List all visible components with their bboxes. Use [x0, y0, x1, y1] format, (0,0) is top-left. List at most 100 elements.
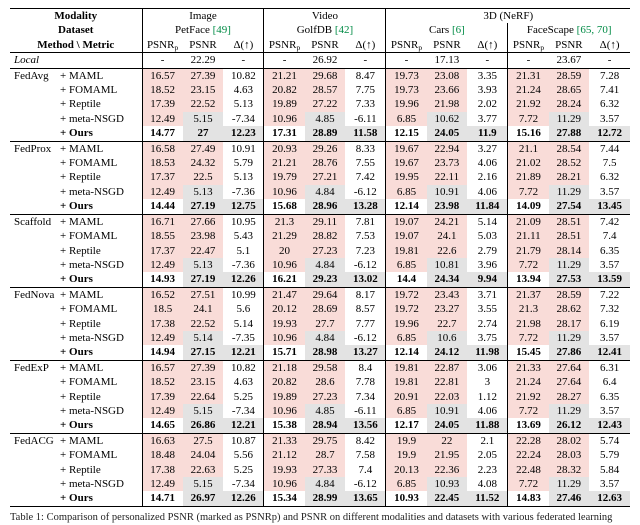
- method-cell: + Reptile: [56, 243, 143, 258]
- value-cell: 18.52: [142, 375, 183, 390]
- results-table: Modality Image Video 3D (NeRF) Dataset PetFac…: [10, 8, 630, 507]
- value-cell: 21.79: [507, 243, 549, 258]
- value-cell: 3.96: [467, 257, 509, 273]
- value-cell: 5.14: [467, 214, 509, 230]
- metric-psnr: PSNR: [548, 37, 590, 54]
- value-cell: 10.81: [426, 257, 468, 273]
- value-cell: 22.81: [426, 375, 468, 390]
- value-cell: 29.64: [304, 287, 346, 303]
- value-cell: 12.41: [589, 345, 630, 361]
- psnr-p-subscript: p: [296, 42, 301, 52]
- value-cell: 19.95: [385, 170, 427, 185]
- value-cell: 12.26: [223, 491, 265, 507]
- value-cell: 11.52: [467, 491, 509, 507]
- value-cell: 4.84: [304, 257, 346, 273]
- value-cell: 11.88: [467, 418, 509, 434]
- data-row: + Ours 14.94 27.15 12.21 15.71 28.98 13.27 12.1…: [10, 345, 630, 361]
- citation-link[interactable]: [6]: [451, 24, 465, 37]
- value-cell: 4.85: [304, 111, 346, 127]
- value-cell: 8.42: [345, 433, 387, 449]
- method-cell: + MAML: [56, 433, 143, 449]
- value-cell: 27.22: [304, 97, 346, 112]
- value-cell: 12.21: [223, 345, 265, 361]
- group-name-cell: [10, 491, 56, 506]
- value-cell: 4.85: [304, 403, 346, 419]
- value-cell: 22.87: [426, 360, 468, 376]
- modality-row: Modality Image Video 3D (NeRF): [10, 8, 630, 24]
- value-cell: 22.52: [182, 97, 224, 112]
- value-cell: 19.9: [385, 448, 427, 463]
- value-cell: 21.95: [426, 448, 468, 463]
- value-cell: -7.36: [223, 184, 265, 200]
- value-cell: 16.52: [142, 287, 183, 303]
- metric-psnr-p: PSNRp: [385, 37, 427, 54]
- group-name-cell: [10, 126, 56, 142]
- value-cell: 4.84: [304, 477, 346, 492]
- value-cell: 21.18: [263, 360, 305, 376]
- data-row: + meta-NSGD 12.49 5.15 -7.34 10.96 4.84 -6.12 6…: [10, 477, 630, 492]
- value-cell: 21.12: [263, 448, 305, 463]
- value-cell: -7.34: [223, 403, 265, 419]
- value-cell: 12.15: [385, 126, 427, 142]
- value-cell: 13.59: [589, 272, 630, 288]
- value-cell: 10.96: [263, 184, 305, 200]
- value-cell: 10.91: [426, 184, 468, 200]
- value-cell: 7.72: [507, 330, 549, 346]
- value-cell: -: [589, 52, 630, 69]
- value-cell: 3.55: [467, 302, 509, 317]
- value-cell: 10.96: [263, 111, 305, 127]
- value-cell: 13.65: [345, 491, 387, 507]
- group-name-cell: [10, 199, 56, 215]
- value-cell: 27.33: [304, 462, 346, 477]
- method-cell: + Ours: [56, 418, 143, 434]
- value-cell: 18.52: [142, 83, 183, 98]
- value-cell: 16.57: [142, 68, 183, 84]
- group-name-cell: FedNova: [14, 288, 55, 301]
- value-cell: 11.9: [467, 126, 509, 142]
- value-cell: 15.38: [263, 418, 305, 434]
- value-cell: 5.13: [182, 257, 224, 273]
- value-cell: -: [142, 52, 183, 69]
- value-cell: 11.29: [548, 330, 590, 346]
- value-cell: 21.24: [507, 375, 549, 390]
- value-cell: 21.31: [507, 68, 549, 84]
- value-cell: 6.35: [599, 390, 620, 403]
- method-cell: + FOMAML: [56, 448, 143, 463]
- value-cell: 8.17: [345, 287, 387, 303]
- value-cell: 20.13: [385, 462, 427, 477]
- value-cell: 2.05: [467, 448, 509, 463]
- citation-link[interactable]: [65, 70]: [576, 24, 612, 37]
- value-cell: 22.94: [426, 141, 468, 157]
- method-cell: + meta-NSGD: [56, 184, 143, 200]
- value-cell: 28.59: [548, 68, 590, 84]
- value-cell: 8.57: [345, 302, 387, 317]
- value-cell: 12.63: [589, 491, 630, 507]
- dataset-name: PetFace: [175, 24, 213, 37]
- modality-header: Video: [263, 8, 387, 24]
- citation-link[interactable]: [49]: [212, 24, 231, 37]
- value-cell: 21.92: [507, 97, 549, 112]
- value-cell: 7.77: [345, 316, 387, 331]
- data-row: + meta-NSGD 12.49 5.13 -7.36 10.96 4.84 -6.12 6…: [10, 257, 630, 273]
- value-cell: 12.49: [142, 330, 183, 346]
- group-name-cell: FedAvg: [14, 69, 49, 82]
- data-row: + FOMAML 18.53 24.32 5.79 21.21 28.76 7.55 19.6…: [10, 156, 630, 171]
- value-cell: 11.29: [548, 403, 590, 419]
- group-name-cell: [10, 170, 56, 184]
- method-cell: + MAML: [56, 141, 143, 157]
- value-cell: 17.37: [142, 243, 183, 258]
- value-cell: 7.78: [345, 375, 387, 390]
- value-cell: 5.25: [223, 462, 265, 477]
- value-cell: 10.82: [223, 360, 265, 376]
- value-cell: 24.32: [182, 156, 224, 171]
- group-name-cell: [10, 185, 56, 199]
- group-name-cell: [10, 258, 56, 272]
- value-cell: 10.87: [223, 433, 265, 449]
- data-row: + Ours 14.71 26.97 12.26 15.34 28.99 13.65 10.9…: [10, 491, 630, 507]
- value-cell: 6.85: [385, 477, 427, 492]
- dataset-header: Cars [6]: [385, 23, 509, 38]
- value-cell: 27.46: [548, 491, 590, 507]
- citation-link[interactable]: [42]: [334, 24, 354, 37]
- value-cell: -6.11: [345, 403, 387, 419]
- value-cell: 4.06: [467, 403, 509, 419]
